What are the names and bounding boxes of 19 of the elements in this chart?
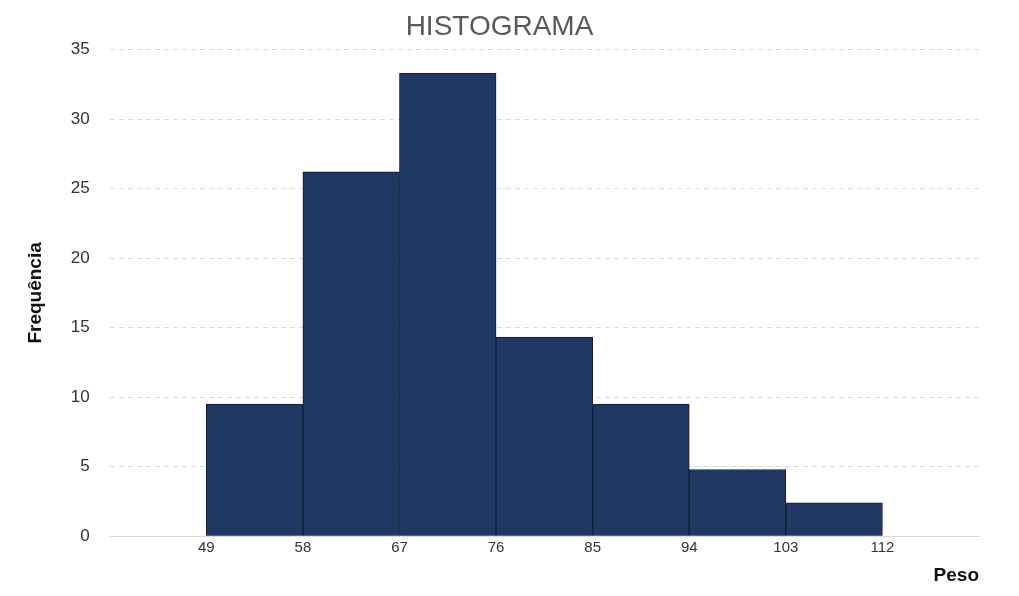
chart-title: HISTOGRAMA: [405, 9, 594, 41]
x-tick-label: 103: [773, 538, 799, 556]
y-tick-label: 35: [70, 39, 90, 59]
y-tick-label: 10: [70, 386, 90, 406]
y-tick-label: 25: [70, 178, 90, 198]
x-tick-label: 112: [870, 538, 895, 556]
x-tick-label: 94: [680, 538, 698, 556]
x-axis-title: Peso: [933, 563, 979, 585]
y-tick-label: 20: [70, 247, 90, 267]
y-tick-label: 15: [70, 317, 90, 337]
x-tick-label: 85: [584, 538, 601, 556]
y-tick-label: 5: [80, 456, 90, 476]
x-tick-label: 49: [197, 538, 215, 556]
y-tick-label: 0: [80, 525, 90, 545]
x-tick-label: 67: [391, 538, 408, 556]
y-axis-title: Frequência: [23, 241, 45, 344]
x-tick-label: 76: [487, 538, 505, 556]
y-tick-label: 30: [70, 108, 90, 128]
x-tick-label: 58: [294, 538, 312, 556]
